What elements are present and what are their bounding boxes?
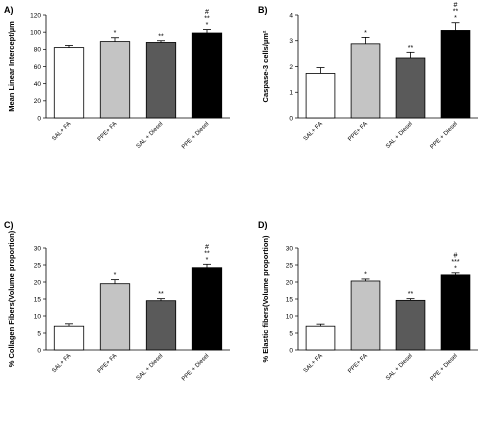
significance-marker: #	[454, 2, 458, 9]
chart-panel: D) 0 5 10 15 20 25 30 % Elastic fibers(Volume pr…	[258, 220, 478, 383]
bar	[145, 300, 177, 351]
y-tick-label: 3	[289, 38, 293, 45]
y-tick-label: 120	[30, 12, 41, 19]
panel-letter: A)	[4, 5, 14, 15]
x-category-label: SAL+ FA	[303, 121, 324, 142]
significance-marker: **	[158, 33, 164, 40]
bar	[191, 32, 223, 119]
y-tick-label: 0	[37, 115, 41, 122]
y-axis-label: % Elastic fibers(Volume proportion)	[261, 235, 270, 362]
bar	[350, 280, 381, 351]
bar	[305, 73, 336, 119]
y-tick-label: 0	[289, 115, 293, 122]
x-category-label: PPE+ FA	[97, 353, 119, 375]
bar	[440, 30, 471, 119]
y-tick-label: 0	[37, 347, 41, 354]
y-tick-label: 15	[34, 296, 42, 303]
x-category-label: SAL + Diesel	[385, 121, 414, 150]
x-category-label: PPE+ FA	[347, 121, 369, 143]
x-category-label: PPE+ FA	[347, 353, 369, 375]
significance-marker: #	[205, 244, 209, 251]
y-tick-label: 40	[34, 81, 42, 88]
y-tick-label: 10	[286, 313, 294, 320]
significance-marker: *	[114, 272, 117, 279]
panel-letter: B)	[258, 5, 268, 15]
bar	[99, 283, 131, 351]
bar	[53, 47, 85, 119]
y-tick-label: 60	[34, 64, 42, 71]
significance-marker: **	[408, 291, 414, 298]
significance-marker: *	[364, 271, 367, 278]
significance-marker: *	[454, 265, 457, 272]
y-tick-label: 20	[34, 279, 42, 286]
significance-marker: **	[204, 16, 210, 23]
y-axis-label: Mean Linear Intercept/µm	[7, 21, 16, 112]
bar	[145, 42, 177, 119]
chart-panel: C) 0 5 10 15 20 25 30 % Collagen Fibers(Volume p…	[4, 220, 230, 383]
significance-marker: **	[204, 250, 210, 257]
significance-marker: #	[454, 252, 458, 259]
significance-marker: *	[454, 15, 457, 22]
x-category-label: SAL + Diesel	[136, 353, 165, 382]
y-tick-label: 5	[289, 330, 293, 337]
y-tick-label: 5	[37, 330, 41, 337]
panel-letter: C)	[4, 220, 14, 230]
significance-marker: *	[206, 257, 209, 264]
y-tick-label: 4	[289, 12, 293, 19]
bar	[395, 57, 426, 119]
y-tick-label: 30	[34, 245, 42, 252]
bar	[440, 274, 471, 351]
y-axis-label: % Collagen Fibers(Volume proportion)	[7, 230, 16, 367]
bar	[305, 325, 336, 351]
x-category-label: SAL + Diesel	[136, 121, 165, 150]
y-tick-label: 10	[34, 313, 42, 320]
bar	[53, 325, 85, 351]
significance-marker: **	[158, 291, 164, 298]
x-category-label: PPE + Diesel	[430, 353, 459, 382]
significance-marker: *	[114, 30, 117, 37]
bar	[99, 41, 131, 119]
x-category-label: PPE+ FA	[97, 121, 119, 143]
significance-marker: ***	[451, 259, 459, 266]
y-tick-label: 20	[34, 98, 42, 105]
x-category-label: PPE + Diesel	[181, 353, 210, 382]
y-tick-label: 20	[286, 279, 294, 286]
y-tick-label: 25	[34, 262, 42, 269]
chart-panel: A) 0 20 40 60 80 100 120 Mean Linear Intercept/µ…	[4, 5, 230, 151]
y-tick-label: 80	[34, 47, 42, 54]
y-tick-label: 100	[30, 29, 41, 36]
significance-marker: **	[408, 45, 414, 52]
significance-marker: *	[364, 30, 367, 37]
significance-marker: #	[205, 9, 209, 16]
significance-marker: **	[453, 9, 459, 16]
y-tick-label: 30	[286, 245, 294, 252]
significance-marker: *	[206, 22, 209, 29]
x-category-label: SAL+ FA	[303, 353, 324, 374]
y-tick-label: 0	[289, 347, 293, 354]
x-category-label: SAL+ FA	[51, 353, 72, 374]
bar	[395, 299, 426, 351]
x-category-label: PPE + Diesel	[181, 121, 210, 150]
y-tick-label: 1	[289, 90, 293, 97]
x-category-label: SAL + Diesel	[385, 353, 414, 382]
x-category-label: PPE + Diesel	[430, 121, 459, 150]
panel-letter: D)	[258, 220, 268, 230]
y-axis-label: Caspase-3 cells/µm²	[261, 30, 270, 102]
chart-panel: B) 0 1 2 3 4 Caspase-3 cells/µm² SAL+ FA * PPE+ F…	[258, 2, 478, 151]
x-category-label: SAL+ FA	[51, 121, 72, 142]
y-tick-label: 25	[286, 262, 294, 269]
y-tick-label: 15	[286, 296, 294, 303]
bar	[350, 43, 381, 119]
bar	[191, 267, 223, 351]
y-tick-label: 2	[289, 64, 293, 71]
